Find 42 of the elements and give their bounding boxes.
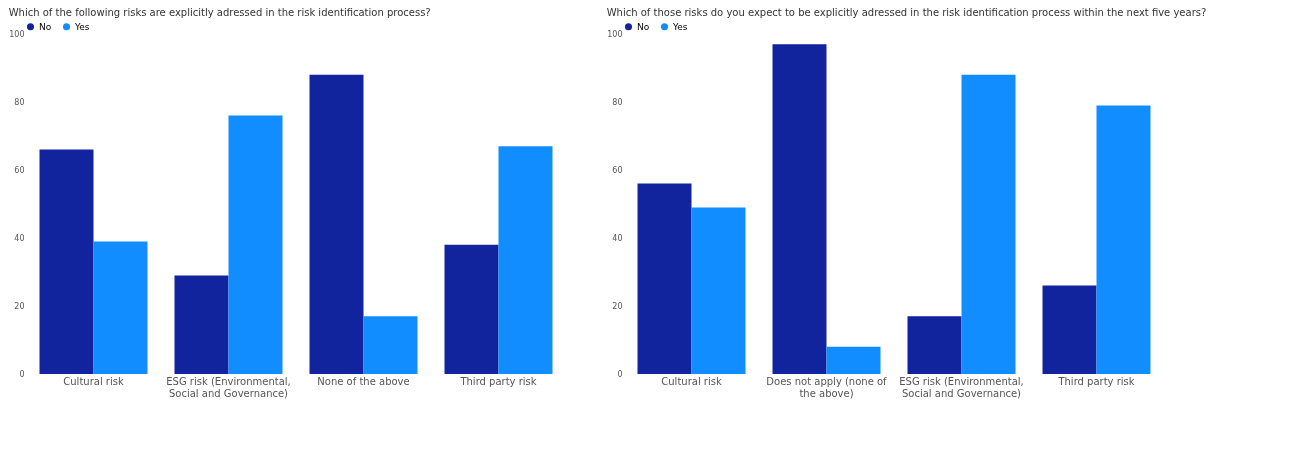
y-tick-label: 0 (19, 369, 25, 379)
bar (39, 149, 94, 374)
y-tick-label: 100 (9, 29, 25, 39)
x-tick-label: Third party risk (459, 375, 537, 387)
y-tick-label: 20 (14, 301, 25, 311)
x-tick-label: ESG risk (Environmental, Social and Governance) (899, 375, 1024, 399)
x-tick-label: Does not apply (none of the above) (766, 375, 888, 399)
chart-title: Which of the following risks are explicitly adressed in the risk identification process? (8, 7, 431, 18)
bar (772, 44, 827, 374)
y-tick-label: 40 (14, 233, 25, 243)
bar (363, 316, 418, 374)
legend-label: No (637, 21, 650, 32)
x-tick-label: Cultural risk (661, 375, 722, 387)
chart-title: Which of those risks do you expect to be explicitly adressed in the risk identification process within the next five years? (606, 7, 1207, 18)
bar (961, 74, 1016, 374)
y-tick-label: 80 (14, 97, 25, 107)
legend-label: Yes (74, 21, 90, 32)
bar (907, 316, 962, 374)
y-tick-label: 80 (612, 97, 623, 107)
bar (444, 244, 499, 374)
y-tick-label: 40 (612, 233, 623, 243)
bar (691, 207, 746, 374)
legend-label: No (39, 21, 52, 32)
x-tick-label: None of the above (317, 375, 410, 387)
bar (498, 146, 553, 374)
bar (1042, 285, 1097, 374)
bar (637, 183, 692, 374)
y-tick-label: 100 (607, 29, 623, 39)
bar (826, 346, 881, 374)
y-tick-label: 60 (14, 165, 25, 175)
bar (228, 115, 283, 374)
y-tick-label: 20 (612, 301, 623, 311)
bar (93, 241, 148, 374)
bar (174, 275, 229, 374)
bar (1096, 105, 1151, 374)
legend-label: Yes (672, 21, 688, 32)
x-tick-label: Third party risk (1057, 375, 1135, 387)
x-tick-label: ESG risk (Environmental, Social and Governance) (166, 375, 291, 399)
x-tick-label: Cultural risk (63, 375, 124, 387)
y-tick-label: 0 (617, 369, 623, 379)
bar (309, 74, 364, 374)
y-tick-label: 60 (612, 165, 623, 175)
